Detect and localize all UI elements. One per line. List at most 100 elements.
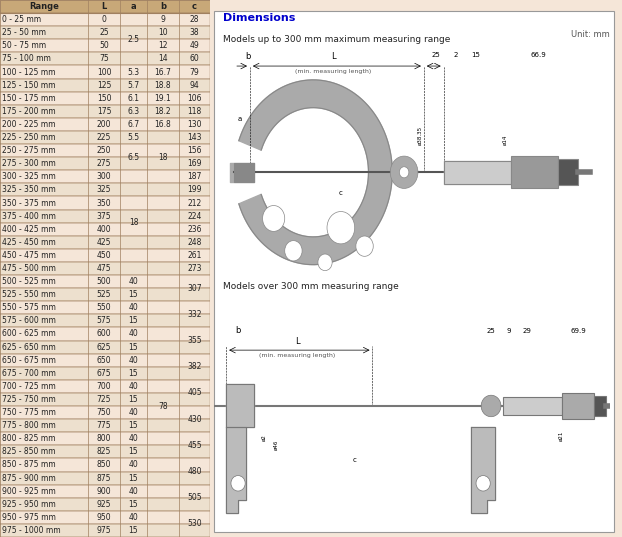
Text: 40: 40: [129, 355, 138, 365]
Text: 382: 382: [187, 362, 202, 371]
Bar: [0, 380, 210, 393]
Text: 725: 725: [97, 395, 111, 404]
Text: 50: 50: [99, 41, 109, 50]
Bar: [0, 432, 210, 445]
Text: 575 - 600 mm: 575 - 600 mm: [2, 316, 56, 325]
Text: Models over 300 mm measuring range: Models over 300 mm measuring range: [223, 282, 398, 291]
Text: 925: 925: [97, 500, 111, 509]
Text: 225 - 250 mm: 225 - 250 mm: [2, 133, 55, 142]
Text: 430: 430: [187, 415, 202, 424]
Text: 550: 550: [97, 303, 111, 313]
Text: 600: 600: [97, 330, 111, 338]
Text: 2.5: 2.5: [128, 35, 139, 44]
Bar: [0, 498, 210, 511]
Text: 900: 900: [97, 487, 111, 496]
Bar: [0, 262, 210, 275]
Text: Dimensions: Dimensions: [223, 13, 295, 24]
Text: 15: 15: [129, 316, 138, 325]
Bar: [0, 459, 210, 471]
Text: 2: 2: [453, 52, 458, 58]
Text: 60: 60: [190, 54, 199, 63]
Text: ø2: ø2: [262, 434, 267, 441]
Text: 150 - 175 mm: 150 - 175 mm: [2, 94, 56, 103]
Bar: [0, 223, 210, 236]
Text: 50 - 75 mm: 50 - 75 mm: [2, 41, 46, 50]
Bar: [0, 419, 210, 432]
Text: b: b: [160, 2, 166, 11]
Text: 700: 700: [97, 382, 111, 391]
Text: 5.3: 5.3: [128, 68, 139, 77]
Text: 18: 18: [129, 218, 138, 227]
Bar: [0, 314, 210, 328]
Text: 150: 150: [97, 94, 111, 103]
Bar: [0, 0, 210, 13]
Text: 875: 875: [97, 474, 111, 483]
Text: 530: 530: [187, 519, 202, 528]
Bar: [0, 13, 210, 26]
Polygon shape: [239, 80, 392, 265]
Text: 169: 169: [187, 159, 202, 168]
Text: 15: 15: [129, 447, 138, 456]
Text: 405: 405: [187, 388, 202, 397]
Text: 375: 375: [97, 212, 111, 221]
Bar: [0, 511, 210, 524]
Text: 273: 273: [187, 264, 202, 273]
Text: 525 - 550 mm: 525 - 550 mm: [2, 290, 56, 299]
Text: 18: 18: [158, 153, 168, 162]
Text: 16.8: 16.8: [154, 120, 171, 129]
Bar: [0, 249, 210, 262]
Text: a: a: [226, 478, 231, 484]
Text: Unit: mm: Unit: mm: [571, 30, 610, 39]
Text: 261: 261: [187, 251, 202, 260]
Text: ø46: ø46: [274, 440, 279, 450]
Bar: [562, 393, 594, 419]
Text: 69.9: 69.9: [570, 328, 586, 334]
Circle shape: [356, 236, 373, 256]
Text: 825: 825: [97, 447, 111, 456]
Text: 775 - 800 mm: 775 - 800 mm: [2, 421, 56, 430]
Text: 118: 118: [187, 107, 202, 116]
Bar: [0, 328, 210, 340]
Text: 650 - 675 mm: 650 - 675 mm: [2, 355, 56, 365]
Text: 775: 775: [97, 421, 111, 430]
Text: 125: 125: [97, 81, 111, 90]
Text: 224: 224: [187, 212, 202, 221]
Text: 725 - 750 mm: 725 - 750 mm: [2, 395, 56, 404]
Bar: [0, 92, 210, 105]
Text: 75 - 100 mm: 75 - 100 mm: [2, 54, 51, 63]
Bar: [0, 209, 210, 223]
Text: 600 - 625 mm: 600 - 625 mm: [2, 330, 56, 338]
Bar: [0, 197, 210, 209]
Circle shape: [399, 166, 409, 178]
Text: 275: 275: [97, 159, 111, 168]
Text: 49: 49: [190, 41, 199, 50]
Text: (min. measuring length): (min. measuring length): [259, 353, 335, 358]
Text: 15: 15: [129, 343, 138, 352]
Text: 425 - 450 mm: 425 - 450 mm: [2, 238, 56, 247]
Text: 325: 325: [97, 185, 111, 194]
Text: 625 - 650 mm: 625 - 650 mm: [2, 343, 56, 352]
Text: (min. measuring length): (min. measuring length): [295, 69, 371, 74]
Text: 250 - 275 mm: 250 - 275 mm: [2, 146, 56, 155]
Text: 505: 505: [187, 493, 202, 502]
Circle shape: [390, 156, 418, 188]
Circle shape: [231, 476, 245, 491]
Text: 10: 10: [158, 28, 168, 37]
Bar: [0, 118, 210, 131]
Bar: [0, 406, 210, 419]
Bar: [0, 26, 210, 39]
Circle shape: [285, 241, 302, 261]
Text: 25: 25: [100, 28, 109, 37]
Text: 350 - 375 mm: 350 - 375 mm: [2, 199, 56, 207]
Text: 94: 94: [190, 81, 199, 90]
Text: 250: 250: [97, 146, 111, 155]
Text: 29: 29: [522, 328, 531, 334]
Text: 106: 106: [187, 94, 202, 103]
Bar: [0, 354, 210, 367]
Text: 40: 40: [129, 408, 138, 417]
Bar: [0, 340, 210, 354]
Bar: [0, 288, 210, 301]
Text: L: L: [295, 337, 300, 346]
Text: 15: 15: [129, 369, 138, 378]
Polygon shape: [226, 427, 246, 513]
